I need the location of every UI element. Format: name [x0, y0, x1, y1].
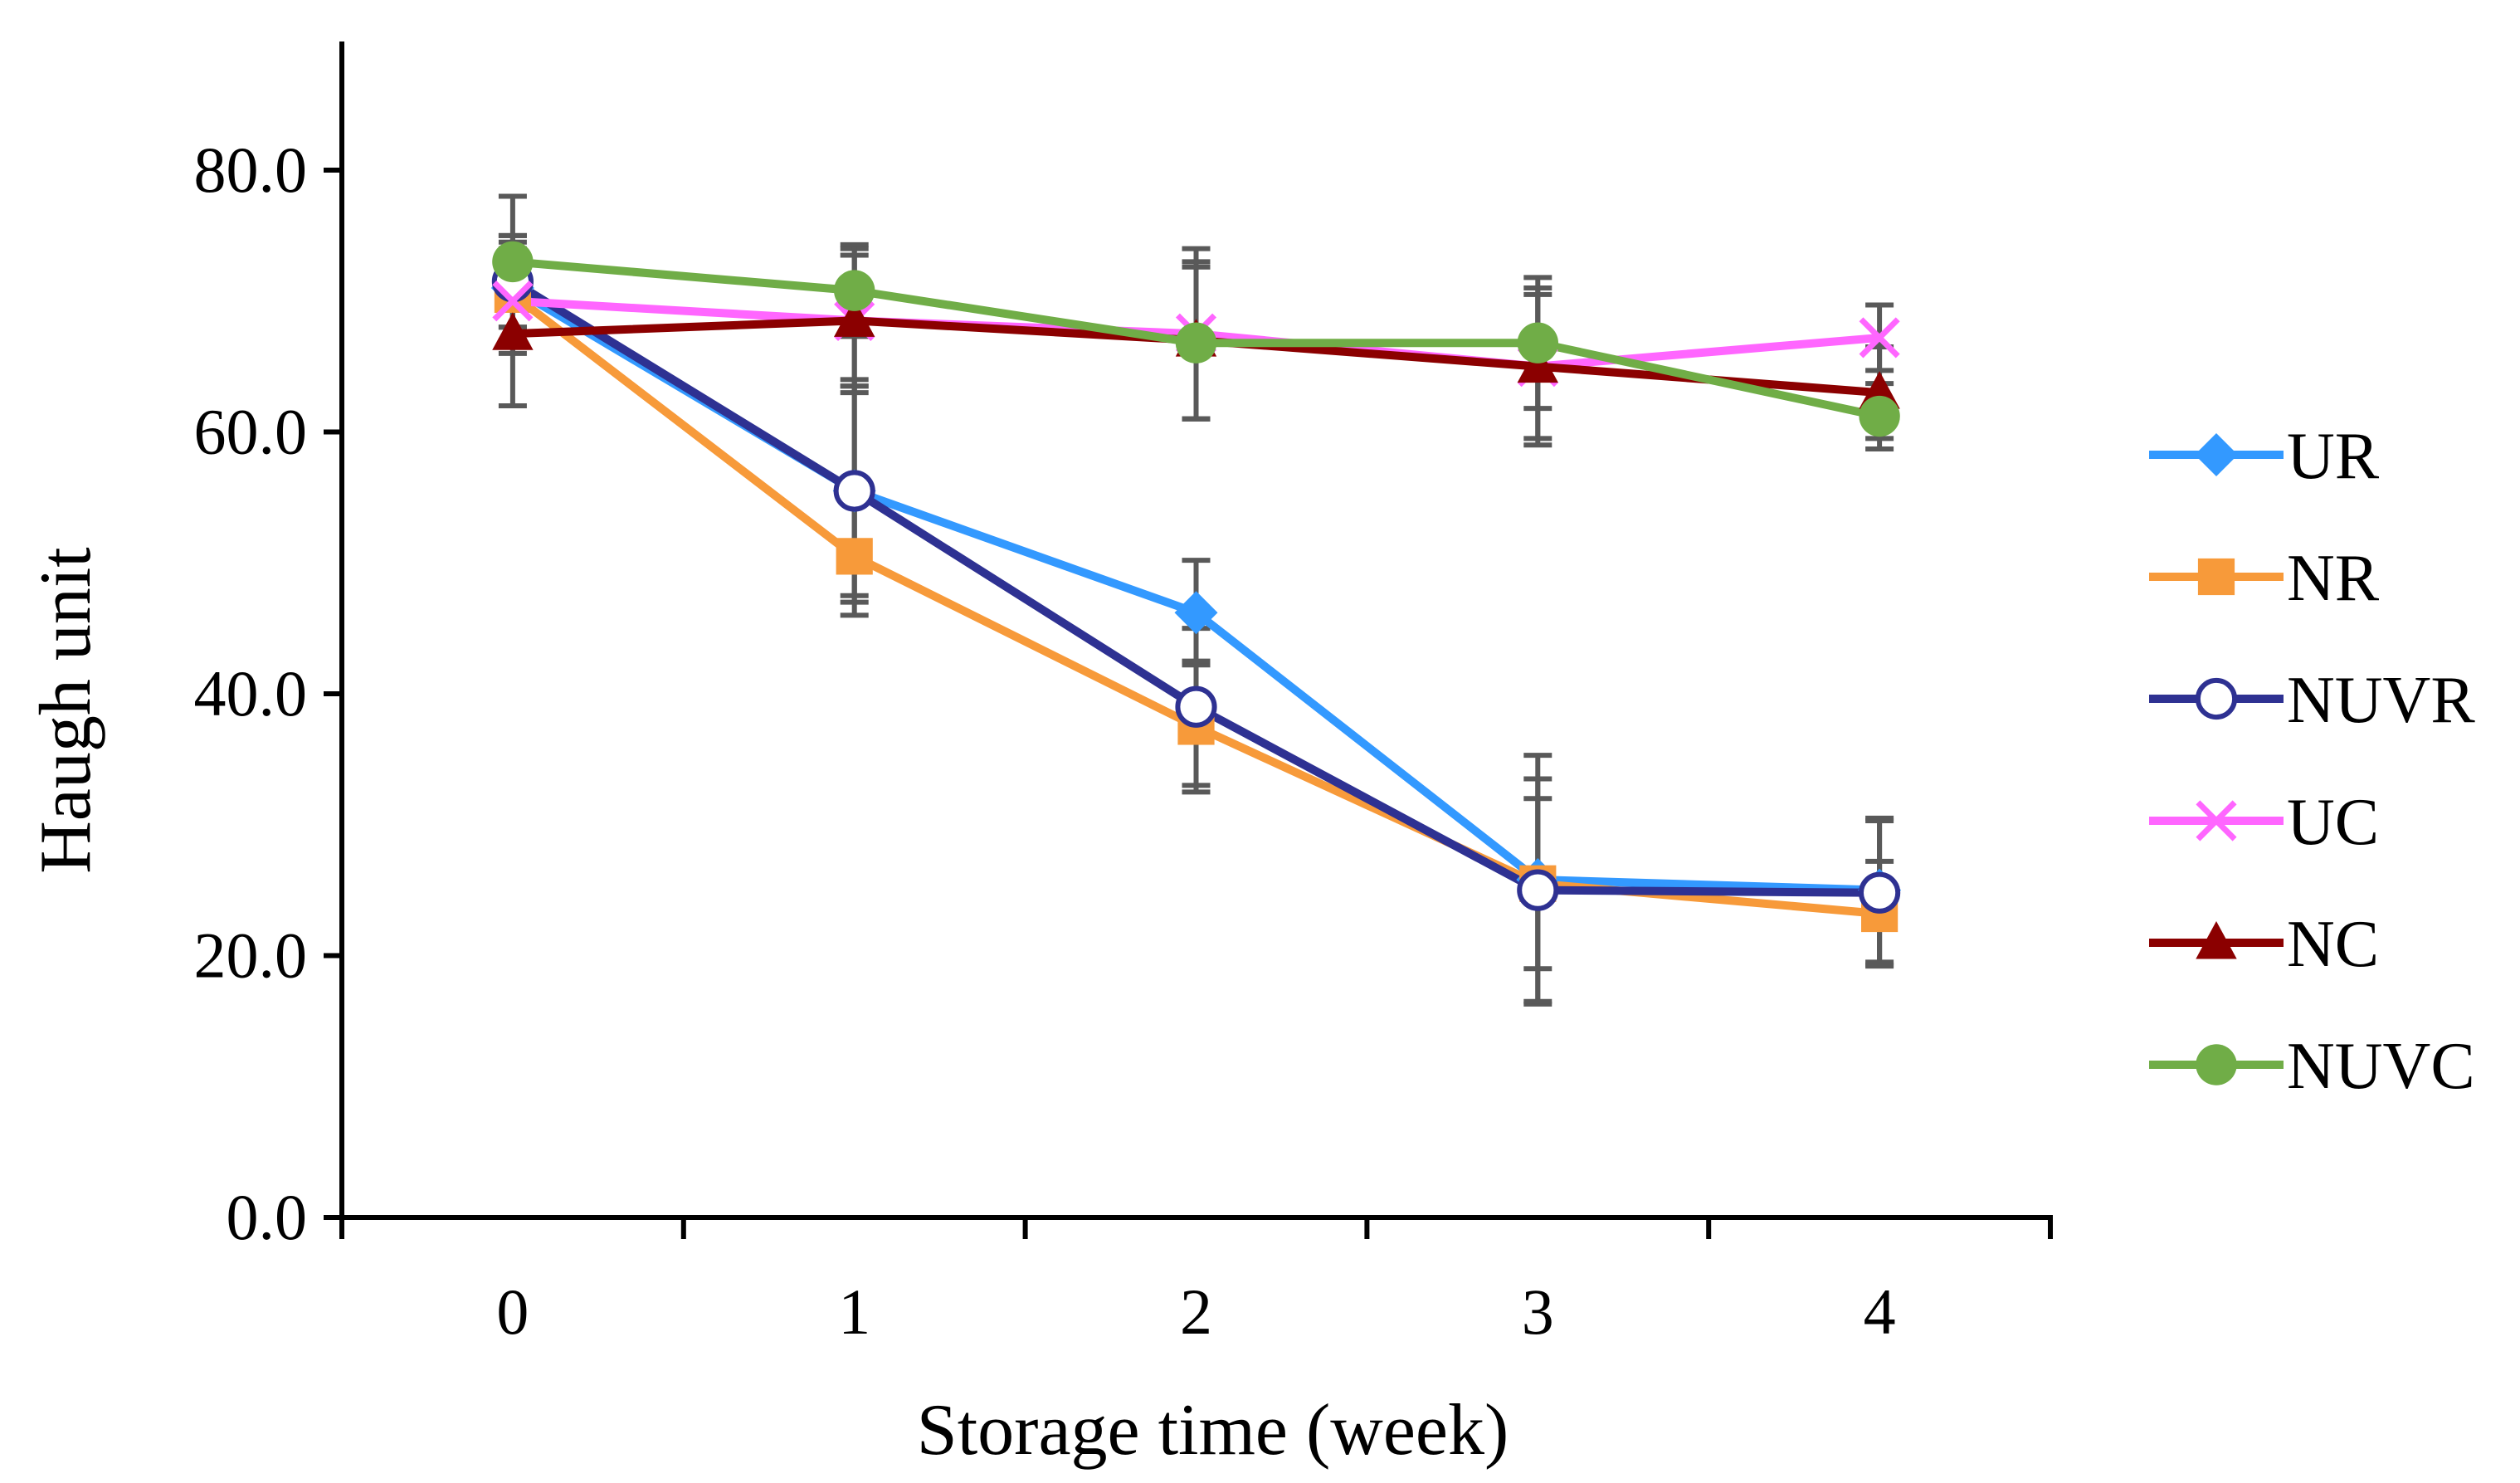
legend-label: NR: [2287, 542, 2380, 615]
data-point-NUVC: [833, 270, 875, 311]
data-point-NUVC: [1175, 322, 1217, 363]
x-tick-label: 1: [838, 1276, 870, 1348]
legend-label: NUVR: [2287, 664, 2475, 737]
legend-label: UC: [2287, 786, 2379, 859]
legend-label: NC: [2287, 908, 2379, 981]
y-tick-label: 40.0: [194, 657, 308, 729]
legend-marker-UR: [2195, 433, 2238, 476]
x-tick-label: 0: [496, 1276, 529, 1348]
data-point-UC: [1859, 317, 1900, 359]
y-axis-title: Haugh unit: [26, 547, 106, 874]
x-tick-label: 2: [1180, 1276, 1212, 1348]
legend-item-NUVC: NUVC: [2149, 1030, 2475, 1103]
x-tick-label: 4: [1864, 1276, 1896, 1348]
legend-item-NUVR: NUVR: [2149, 664, 2475, 737]
legend-marker-UC: [2196, 800, 2237, 842]
data-point-NC: [492, 312, 534, 350]
data-point-UR: [1174, 591, 1218, 635]
legend: UR NR NUVR UC NC NUVC: [2149, 420, 2475, 1103]
data-point-UC-stroke: [1859, 317, 1900, 359]
legend-marker-UC-stroke: [2196, 800, 2237, 842]
legend-marker-NC: [2196, 921, 2237, 959]
y-tick-label: 0.0: [227, 1181, 308, 1253]
data-point-NUVR: [833, 470, 875, 512]
legend-label: UR: [2287, 420, 2380, 493]
legend-item-NR: NR: [2149, 542, 2380, 615]
legend-item-NC: NC: [2149, 908, 2379, 981]
series-markers: [490, 241, 1902, 933]
legend-marker-NUVC: [2196, 1044, 2237, 1085]
y-tick-label: 60.0: [194, 396, 308, 468]
data-point-NUVC: [492, 241, 534, 283]
data-point-NC: [834, 299, 875, 337]
y-ticks: 0.0 20.0 40.0 60.0 80.0: [194, 134, 342, 1253]
data-point-NUVC: [1859, 395, 1900, 437]
legend-item-UR: UR: [2149, 420, 2380, 493]
x-tick-label: 3: [1522, 1276, 1554, 1348]
data-point-NC: [1517, 344, 1558, 383]
data-point-NR: [836, 538, 873, 575]
data-point-UC-stroke: [492, 281, 534, 322]
data-point-NUVR: [1175, 685, 1217, 728]
legend-marker-NR: [2197, 558, 2235, 596]
data-point-NUVR: [1517, 869, 1559, 911]
legend-item-UC: UC: [2149, 786, 2379, 859]
data-point-NUVR: [1859, 871, 1901, 914]
axes: 0.0 20.0 40.0 60.0 80.0 0 1 2 3 4: [194, 41, 2053, 1348]
legend-label: NUVC: [2287, 1030, 2475, 1103]
y-tick-label: 80.0: [194, 134, 308, 206]
x-ticks: 0 1 2 3 4: [339, 1217, 2053, 1348]
legend-marker-NUVR: [2195, 677, 2238, 720]
y-tick-label: 20.0: [194, 920, 308, 992]
x-axis-title: Storage time (week): [917, 1390, 1509, 1471]
data-point-NUVC: [1517, 322, 1559, 363]
data-point-UC: [492, 281, 534, 322]
